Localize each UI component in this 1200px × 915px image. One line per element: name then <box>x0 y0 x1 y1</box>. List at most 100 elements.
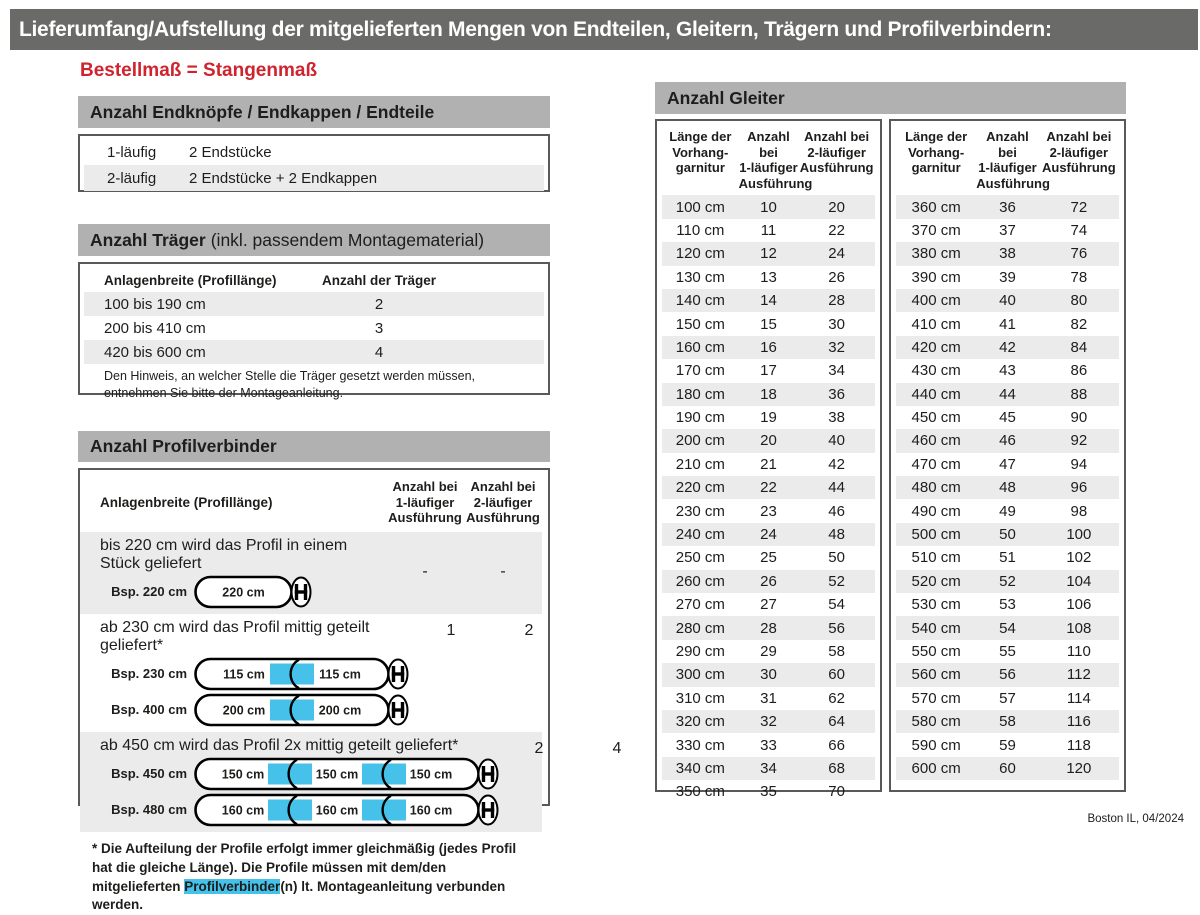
segment-length-label: 220 cm <box>222 585 264 599</box>
count-1-laeufig-cell: 31 <box>760 689 777 707</box>
table-row: 140 cm 14 28 <box>662 288 875 313</box>
count-1-laeufig-cell: 50 <box>999 526 1016 544</box>
length-cell: 140 cm <box>675 292 725 310</box>
document-footer: Boston IL, 04/2024 <box>1087 813 1184 825</box>
profile-connector <box>362 799 406 821</box>
count-1-laeufig-cell: 43 <box>999 362 1016 380</box>
count-2-laeufig-cell: 20 <box>828 198 845 216</box>
table-row: 2-läufig 2 Endstücke + 2 Endkappen <box>84 165 544 191</box>
length-cell: 190 cm <box>675 409 725 427</box>
segment-joint-arc <box>289 658 300 690</box>
table-row: 470 cm 47 94 <box>896 453 1119 476</box>
count-cell: 3 <box>374 319 384 337</box>
count-1-laeufig-cell: 16 <box>760 338 777 356</box>
length-cell: 230 cm <box>675 502 725 520</box>
length-cell: 310 cm <box>675 689 725 707</box>
gleiter-table-right: Länge der Vorhang- garnitur Anzahl bei 1… <box>889 119 1126 792</box>
count-1-laeufig-cell: 18 <box>760 385 777 403</box>
length-cell: 570 cm <box>911 689 961 707</box>
col-header-laenge: Länge der Vorhang- garnitur <box>905 129 968 176</box>
table-row: 160 cm 16 32 <box>662 335 875 360</box>
table-row: 290 cm 29 58 <box>662 640 875 663</box>
length-cell: 590 cm <box>911 736 961 754</box>
count-2-laeufig-cell: 54 <box>828 596 845 614</box>
count-2-laeufig-cell: 100 <box>1066 526 1092 544</box>
length-cell: 460 cm <box>911 432 961 450</box>
example-label: Bsp. 450 cm <box>111 766 187 782</box>
profile-diagram-3-piece: 150 cm 150 cm 150 cm <box>194 757 499 791</box>
count-1-laeufig-cell: 40 <box>999 292 1016 310</box>
count-1-laeufig-cell: 59 <box>999 736 1016 754</box>
count-1-laeufig-cell: 44 <box>999 385 1016 403</box>
length-cell: 170 cm <box>675 362 725 380</box>
length-cell: 120 cm <box>675 245 725 263</box>
count-2-laeufig-cell: 114 <box>1066 689 1091 707</box>
count-1-laeufig-cell: 58 <box>999 713 1016 731</box>
section-header-traeger: Anzahl Träger (inkl. passendem Montagema… <box>78 224 550 256</box>
table-row: 570 cm 57 114 <box>896 687 1119 710</box>
profile-diagram-2-piece: 200 cm 200 cm <box>194 693 409 727</box>
col-header-laenge: Länge der Vorhang- garnitur <box>669 129 732 176</box>
table-row: 360 cm 36 72 <box>896 195 1119 219</box>
count-1-laeufig-cell: 25 <box>760 549 777 567</box>
section-header-traeger-label: Anzahl Träger <box>90 229 206 250</box>
count-2-laeufig-cell: 72 <box>1070 198 1088 216</box>
count-cell: 4 <box>374 343 384 361</box>
profile-end-icon <box>477 758 499 790</box>
length-cell: 350 cm <box>675 783 725 801</box>
count-1-laeufig-cell: 22 <box>760 479 777 497</box>
length-cell: 180 cm <box>675 385 725 403</box>
row-description: ab 450 cm wird das Profil 2x mittig gete… <box>100 736 459 754</box>
length-cell: 130 cm <box>675 268 725 286</box>
table-row: 330 cm 33 66 <box>662 733 875 756</box>
table-row: 530 cm 53 106 <box>896 593 1119 616</box>
count-1-laeufig-cell: 34 <box>760 759 777 777</box>
table-row: 420 cm 42 84 <box>896 335 1119 360</box>
section-header-endteile: Anzahl Endknöpfe / Endkappen / Endteile <box>78 96 550 128</box>
section-header-gleiter: Anzahl Gleiter <box>655 82 1126 114</box>
count-2-laeufig-cell: 102 <box>1066 549 1092 567</box>
length-cell: 420 cm <box>911 338 961 356</box>
length-cell: 510 cm <box>911 549 961 567</box>
table-row: 170 cm 17 34 <box>662 359 875 382</box>
count-2-laeufig-cell: 30 <box>828 315 845 333</box>
count-2-laeufig-cell: 34 <box>828 362 845 380</box>
row-description: ab 230 cm wird das Profil mittig geteilt… <box>100 618 370 654</box>
length-cell: 280 cm <box>675 619 725 637</box>
count-2-laeufig-cell: 88 <box>1070 385 1088 403</box>
col-header-2-laeufig: Anzahl bei 2-läufiger Ausführung <box>1042 129 1116 176</box>
count-2-laeufig-cell: 106 <box>1066 596 1092 614</box>
table-row: 220 cm 22 44 <box>662 476 875 500</box>
gleiter-rows-left: 100 cm 10 20 110 cm 11 22 120 cm 12 24 1… <box>662 195 875 803</box>
length-cell: 270 cm <box>675 596 725 614</box>
segment-length-label: 160 cm <box>316 803 358 817</box>
table-row: 590 cm 59 118 <box>896 733 1119 756</box>
count-2-laeufig-cell: 22 <box>828 221 845 239</box>
segment-length-label: 115 cm <box>319 667 361 681</box>
page-title: Lieferumfang/Aufstellung der mitgeliefer… <box>10 9 1198 50</box>
table-row: 280 cm 28 56 <box>662 616 875 640</box>
table-row: 370 cm 37 74 <box>896 219 1119 242</box>
count-2-laeufig-cell: 96 <box>1070 479 1088 497</box>
count-1-laeufig-cell: 53 <box>999 596 1016 614</box>
table-row: 310 cm 31 62 <box>662 687 875 710</box>
col-header-anlagenbreite: Anlagenbreite (Profillänge) <box>100 494 273 510</box>
count-1-laeufig-cell: 17 <box>760 362 777 380</box>
count-2-laeufig-cell: 24 <box>828 245 845 263</box>
profile-connector <box>268 799 312 821</box>
count-1-laeufig-cell: 24 <box>760 526 777 544</box>
count-1-laeufig-cell: 46 <box>999 432 1016 450</box>
table-row: 400 cm 40 80 <box>896 288 1119 313</box>
length-cell: 320 cm <box>675 713 725 731</box>
table-row: 180 cm 18 36 <box>662 382 875 406</box>
example-label: Bsp. 230 cm <box>111 666 187 682</box>
table-row: 480 cm 48 96 <box>896 476 1119 500</box>
table-row: 300 cm 30 60 <box>662 663 875 687</box>
length-cell: 200 cm <box>675 432 725 450</box>
table-row: ab 230 cm wird das Profil mittig geteilt… <box>80 614 542 732</box>
length-cell: 290 cm <box>675 642 725 660</box>
length-cell: 480 cm <box>911 479 961 497</box>
example-label: Bsp. 220 cm <box>111 584 187 600</box>
col-header-anlagenbreite: Anlagenbreite (Profillänge) <box>104 272 277 288</box>
profile-connector <box>362 763 406 785</box>
